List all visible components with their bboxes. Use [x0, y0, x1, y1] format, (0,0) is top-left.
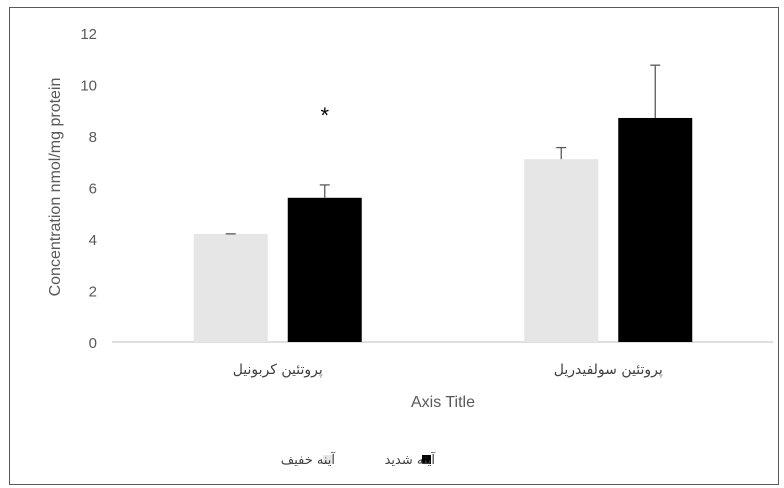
y-tick-label-1: 2	[89, 284, 97, 301]
bars	[193, 117, 693, 342]
legend-label-light: آینه خفیف	[281, 451, 337, 468]
y-tick-label-6: 12	[80, 26, 97, 43]
y-tick-label-3: 6	[89, 181, 97, 198]
y-axis-title: Concentration nmol/mg protein	[47, 78, 64, 297]
legend-label-dark: آینه شدید	[385, 451, 437, 468]
y-tick-label-2: 4	[89, 232, 97, 249]
bar-0-1	[524, 159, 599, 342]
x-category-label-1: پروتئین سولفیدریل	[554, 362, 663, 378]
category-labels: پروتئین کربونیل پروتئین سولفیدریل	[233, 362, 663, 378]
bar-1-0	[287, 197, 362, 342]
y-tick-label-5: 10	[80, 78, 97, 95]
legend: آینه خفیف آینه شدید	[281, 451, 437, 468]
bar-0-0	[193, 233, 268, 342]
y-tick-labels: 0 2 4 6 8 10 12	[80, 26, 97, 352]
bar-1-1	[618, 117, 693, 342]
error-bars	[225, 64, 661, 235]
legend-swatch-light	[323, 455, 332, 464]
y-tick-label-0: 0	[89, 335, 97, 352]
annotations: *	[320, 103, 329, 128]
significance-annotation-0: *	[320, 103, 329, 128]
legend-swatch-dark	[422, 455, 431, 464]
x-axis-title: Axis Title	[411, 394, 475, 411]
y-tick-label-4: 8	[89, 129, 97, 146]
x-category-label-0: پروتئین کربونیل	[233, 362, 323, 378]
